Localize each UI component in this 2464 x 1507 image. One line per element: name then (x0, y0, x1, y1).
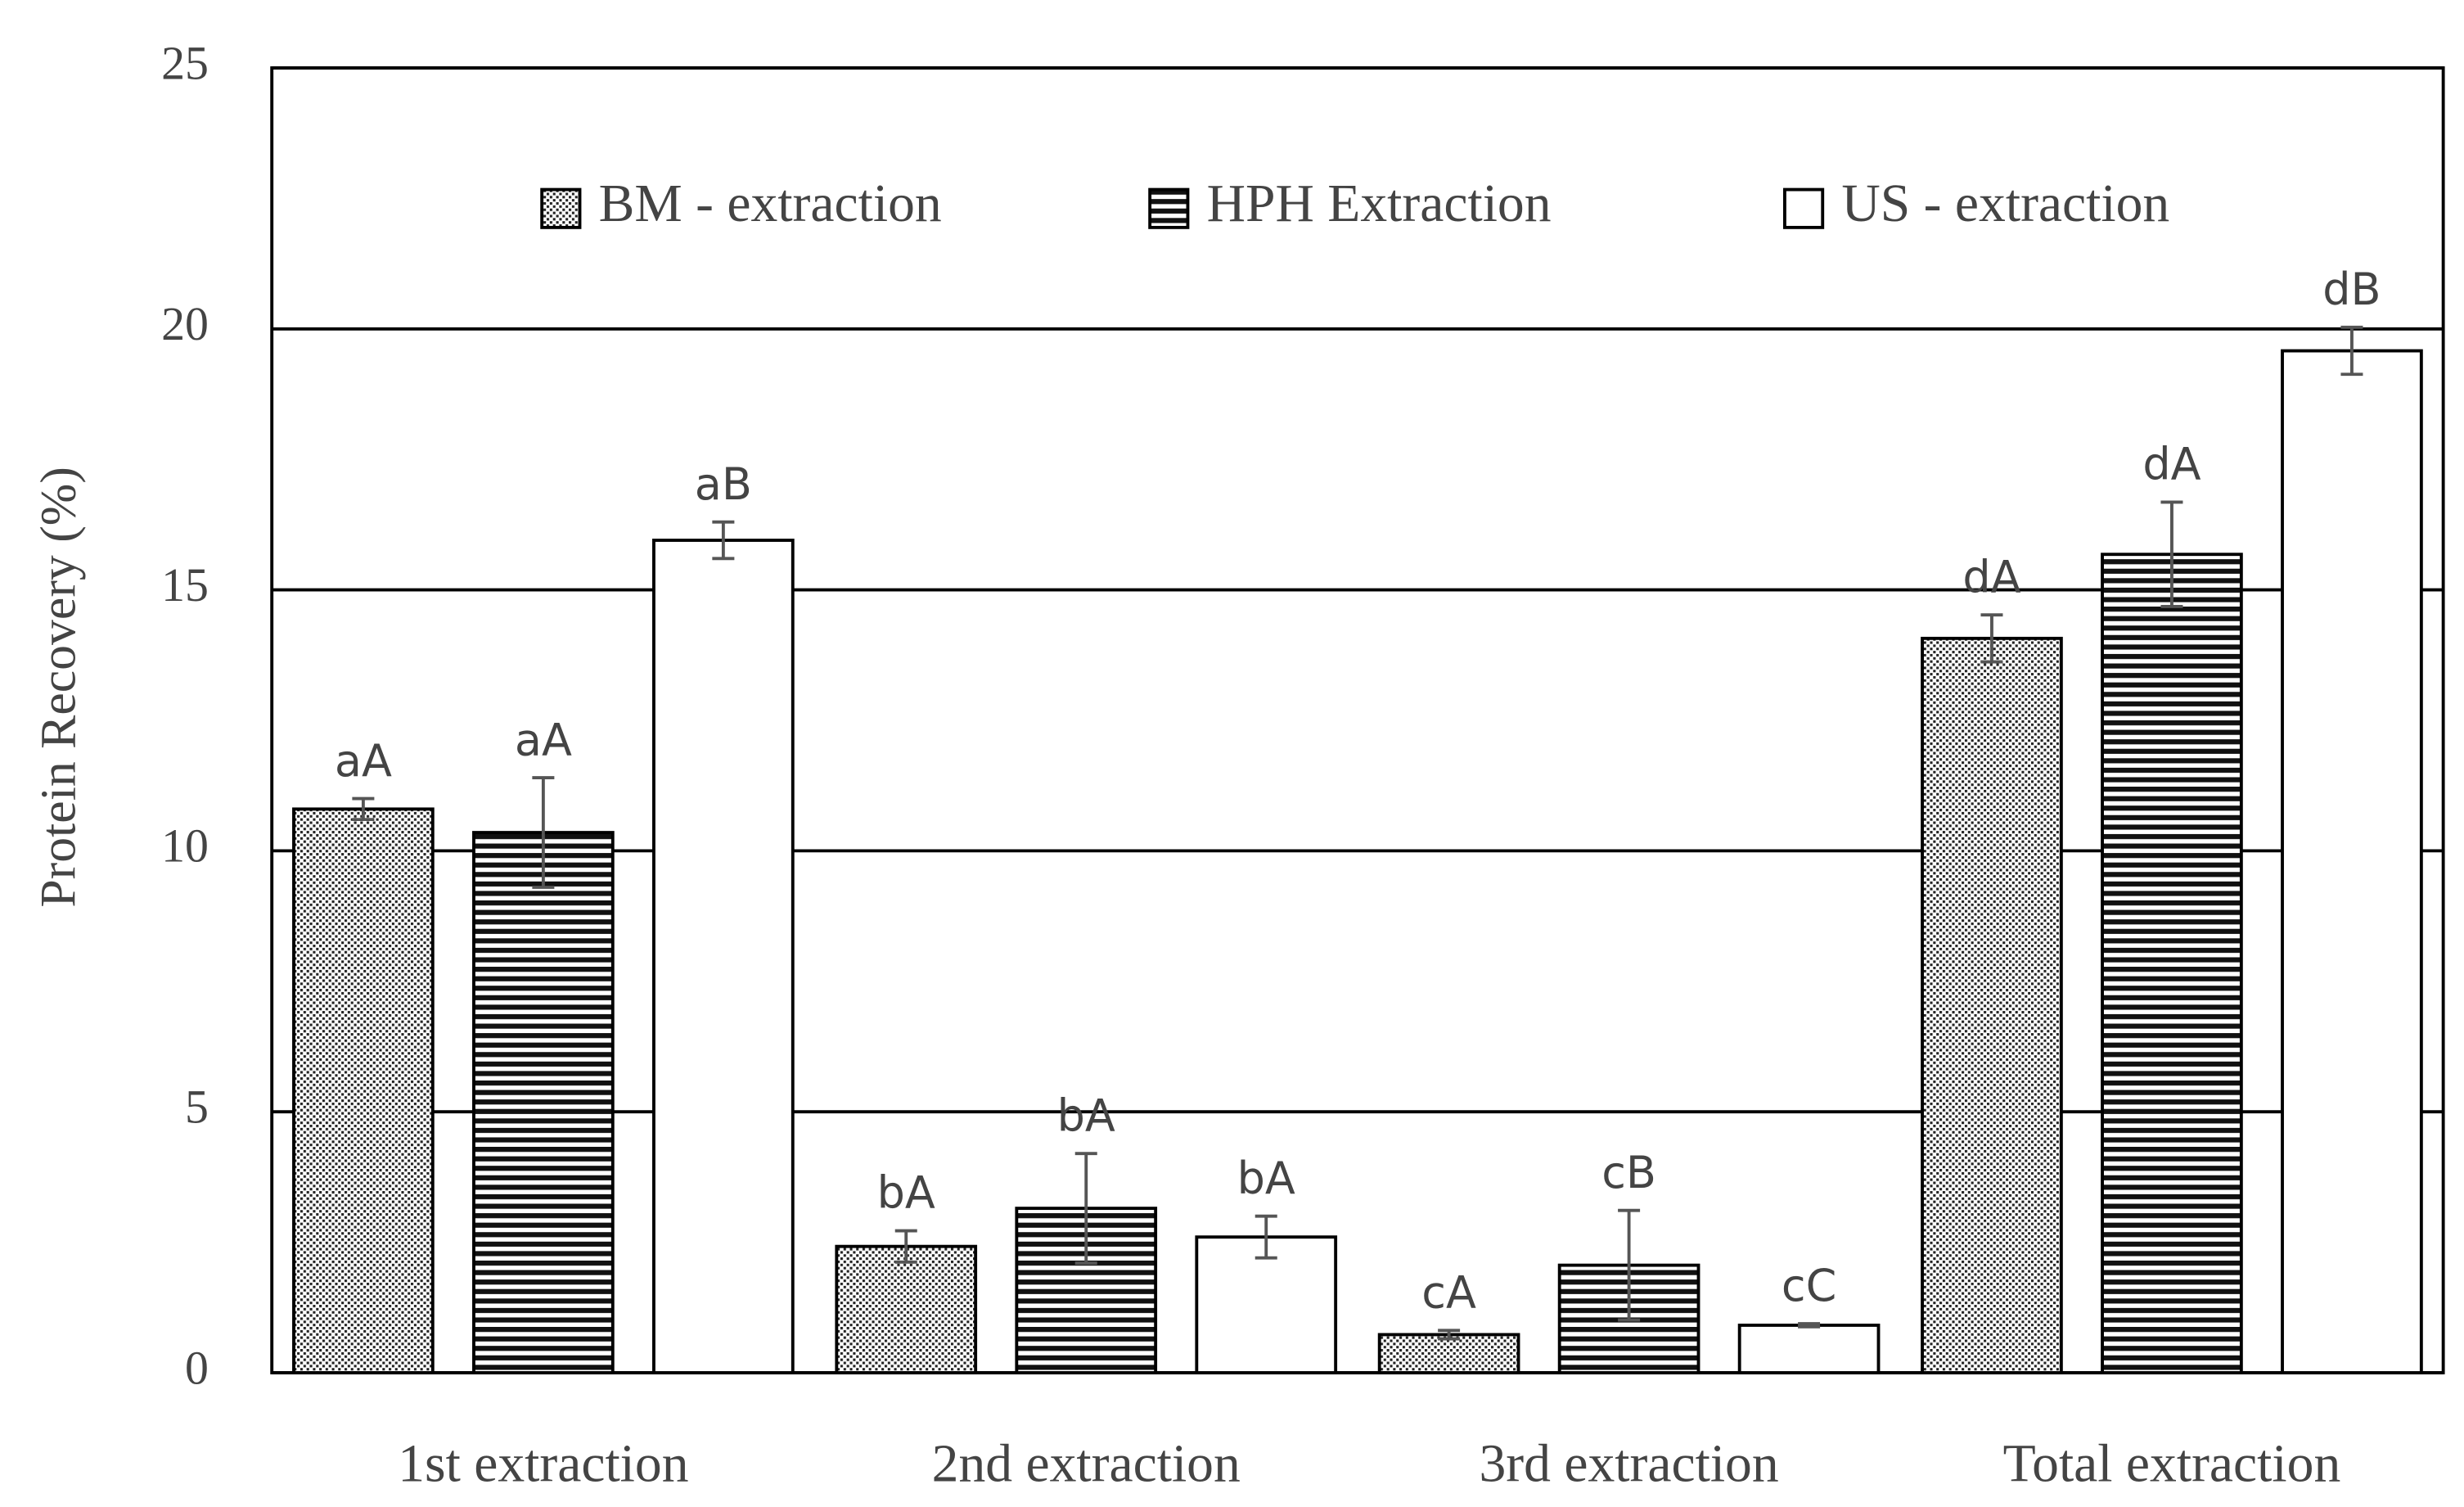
error-bar (2340, 325, 2363, 377)
y-tick-label: 15 (161, 558, 209, 611)
data-label: bA (1057, 1090, 1115, 1141)
bar (472, 831, 615, 1374)
error-bar (894, 1229, 917, 1264)
bar (835, 1244, 978, 1374)
x-tick-label: 3rd extraction (1480, 1435, 1779, 1494)
error-bar (532, 776, 555, 889)
y-tick-label: 10 (161, 819, 209, 873)
error-bar (352, 796, 375, 822)
bar (292, 807, 435, 1374)
x-tick-label: Total extraction (2003, 1435, 2341, 1494)
legend-swatch (1782, 187, 1825, 229)
plot-frame (270, 66, 2445, 1374)
legend-label: HPH Extraction (1207, 174, 1552, 233)
bar (2101, 553, 2243, 1374)
bar (1737, 1324, 1881, 1374)
data-label: cA (1421, 1267, 1476, 1319)
data-label: bA (1237, 1153, 1295, 1204)
data-label: bA (877, 1167, 935, 1219)
error-bar (1255, 1214, 1277, 1260)
data-label: dA (1962, 551, 2020, 602)
y-tick-label: 25 (161, 36, 209, 89)
y-axis-title: Protein Recovery (%) (31, 467, 87, 907)
x-tick-label: 1st extraction (398, 1435, 688, 1494)
y-tick-label: 0 (185, 1341, 209, 1394)
error-bar (1980, 613, 2003, 664)
error-bar (1074, 1152, 1097, 1266)
error-bar (1438, 1329, 1461, 1341)
y-tick-label: 20 (161, 297, 209, 350)
legend-swatch (1148, 187, 1190, 229)
bar (2281, 349, 2423, 1374)
data-label: dB (2322, 264, 2381, 315)
data-label: dA (2142, 439, 2200, 490)
data-label: cB (1601, 1147, 1656, 1198)
legend-label: US - extraction (1841, 174, 2169, 233)
data-label: aA (335, 735, 392, 787)
error-bar (1798, 1322, 1821, 1329)
data-label: aA (515, 714, 572, 765)
data-label: cC (1782, 1260, 1836, 1311)
x-tick-label: 2nd extraction (932, 1435, 1241, 1494)
error-bar (2160, 500, 2183, 608)
bar (1921, 636, 2063, 1374)
bar (652, 539, 795, 1374)
legend-swatch (540, 187, 582, 229)
y-tick-label: 5 (185, 1080, 209, 1133)
error-bar (1618, 1208, 1641, 1322)
legend-label: BM - extraction (599, 174, 942, 233)
error-bar (712, 520, 735, 561)
data-label: aB (695, 458, 752, 510)
